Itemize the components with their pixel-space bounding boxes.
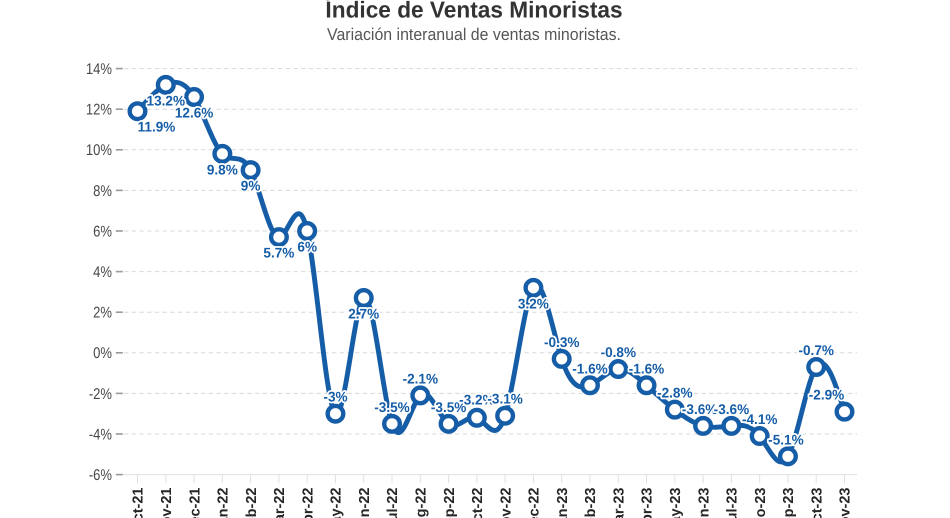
svg-text:9.8%: 9.8% xyxy=(207,161,238,177)
svg-text:nov-22: nov-22 xyxy=(498,487,514,518)
svg-text:jun-23: jun-23 xyxy=(696,488,712,518)
svg-text:-1.6%: -1.6% xyxy=(629,360,665,376)
svg-text:6%: 6% xyxy=(93,223,112,240)
svg-text:12.6%: 12.6% xyxy=(175,105,214,121)
svg-text:-4.1%: -4.1% xyxy=(742,411,778,427)
svg-text:oct-21: oct-21 xyxy=(131,488,147,518)
svg-text:5.7%: 5.7% xyxy=(263,245,294,261)
svg-text:mar-23: mar-23 xyxy=(612,488,628,518)
svg-text:dec-21: dec-21 xyxy=(187,488,203,518)
svg-text:-4%: -4% xyxy=(89,426,112,443)
svg-text:mar-22: mar-22 xyxy=(272,488,288,518)
svg-text:aug-22: aug-22 xyxy=(414,488,430,518)
svg-text:-0.3%: -0.3% xyxy=(544,334,580,350)
svg-text:10%: 10% xyxy=(86,142,112,159)
svg-text:sep-22: sep-22 xyxy=(442,488,458,518)
svg-text:Índice de Ventas Minoristas: Índice de Ventas Minoristas xyxy=(325,0,622,23)
svg-text:-5.1%: -5.1% xyxy=(768,431,804,447)
svg-text:dec-22: dec-22 xyxy=(527,488,543,518)
svg-text:Variación interanual de ventas: Variación interanual de ventas minorista… xyxy=(327,25,621,44)
svg-text:oct-23: oct-23 xyxy=(809,488,825,518)
svg-text:jan-23: jan-23 xyxy=(555,488,571,518)
svg-text:-2.9%: -2.9% xyxy=(809,387,845,403)
svg-text:-3.5%: -3.5% xyxy=(431,399,467,415)
svg-text:3.2%: 3.2% xyxy=(518,295,549,311)
svg-text:-3.6%: -3.6% xyxy=(682,401,718,417)
svg-text:may-23: may-23 xyxy=(668,488,684,518)
svg-text:2.7%: 2.7% xyxy=(348,306,379,322)
svg-text:4%: 4% xyxy=(93,264,112,281)
svg-text:0%: 0% xyxy=(93,345,112,362)
svg-text:-2%: -2% xyxy=(89,386,112,403)
svg-text:feb-23: feb-23 xyxy=(583,488,599,518)
svg-text:-3%: -3% xyxy=(323,389,348,405)
svg-text:13.2%: 13.2% xyxy=(147,92,186,108)
svg-text:jul-22: jul-22 xyxy=(385,488,401,518)
svg-text:-3.1%: -3.1% xyxy=(487,391,523,407)
svg-text:6%: 6% xyxy=(297,239,317,255)
svg-text:-0.8%: -0.8% xyxy=(601,344,637,360)
svg-text:ago-23: ago-23 xyxy=(753,488,769,518)
svg-text:feb-22: feb-22 xyxy=(244,488,260,518)
svg-text:nov-23: nov-23 xyxy=(838,488,854,518)
svg-text:jul-23: jul-23 xyxy=(725,488,741,518)
svg-text:-0.7%: -0.7% xyxy=(798,342,834,358)
svg-text:may-22: may-22 xyxy=(329,488,345,518)
svg-text:jun-22: jun-22 xyxy=(357,488,373,518)
svg-text:-3.2%: -3.2% xyxy=(459,391,495,407)
svg-text:2%: 2% xyxy=(93,305,112,322)
svg-text:oct-22: oct-22 xyxy=(470,488,486,518)
svg-text:-3.6%: -3.6% xyxy=(714,401,750,417)
svg-text:-3.5%: -3.5% xyxy=(374,399,410,415)
svg-text:9%: 9% xyxy=(241,178,261,194)
svg-text:-2.8%: -2.8% xyxy=(657,385,693,401)
svg-text:-6%: -6% xyxy=(89,467,112,484)
svg-text:-1.6%: -1.6% xyxy=(572,360,608,376)
svg-text:abr-22: abr-22 xyxy=(300,488,316,518)
svg-text:abr-23: abr-23 xyxy=(640,488,656,518)
svg-text:sep-23: sep-23 xyxy=(781,488,797,518)
svg-text:8%: 8% xyxy=(93,183,112,200)
svg-text:jan-22: jan-22 xyxy=(216,488,232,518)
svg-text:12%: 12% xyxy=(86,102,112,119)
svg-text:nov-21: nov-21 xyxy=(159,488,175,518)
svg-text:-2.1%: -2.1% xyxy=(403,370,439,386)
svg-text:14%: 14% xyxy=(86,61,112,78)
svg-text:11.9%: 11.9% xyxy=(138,119,176,135)
